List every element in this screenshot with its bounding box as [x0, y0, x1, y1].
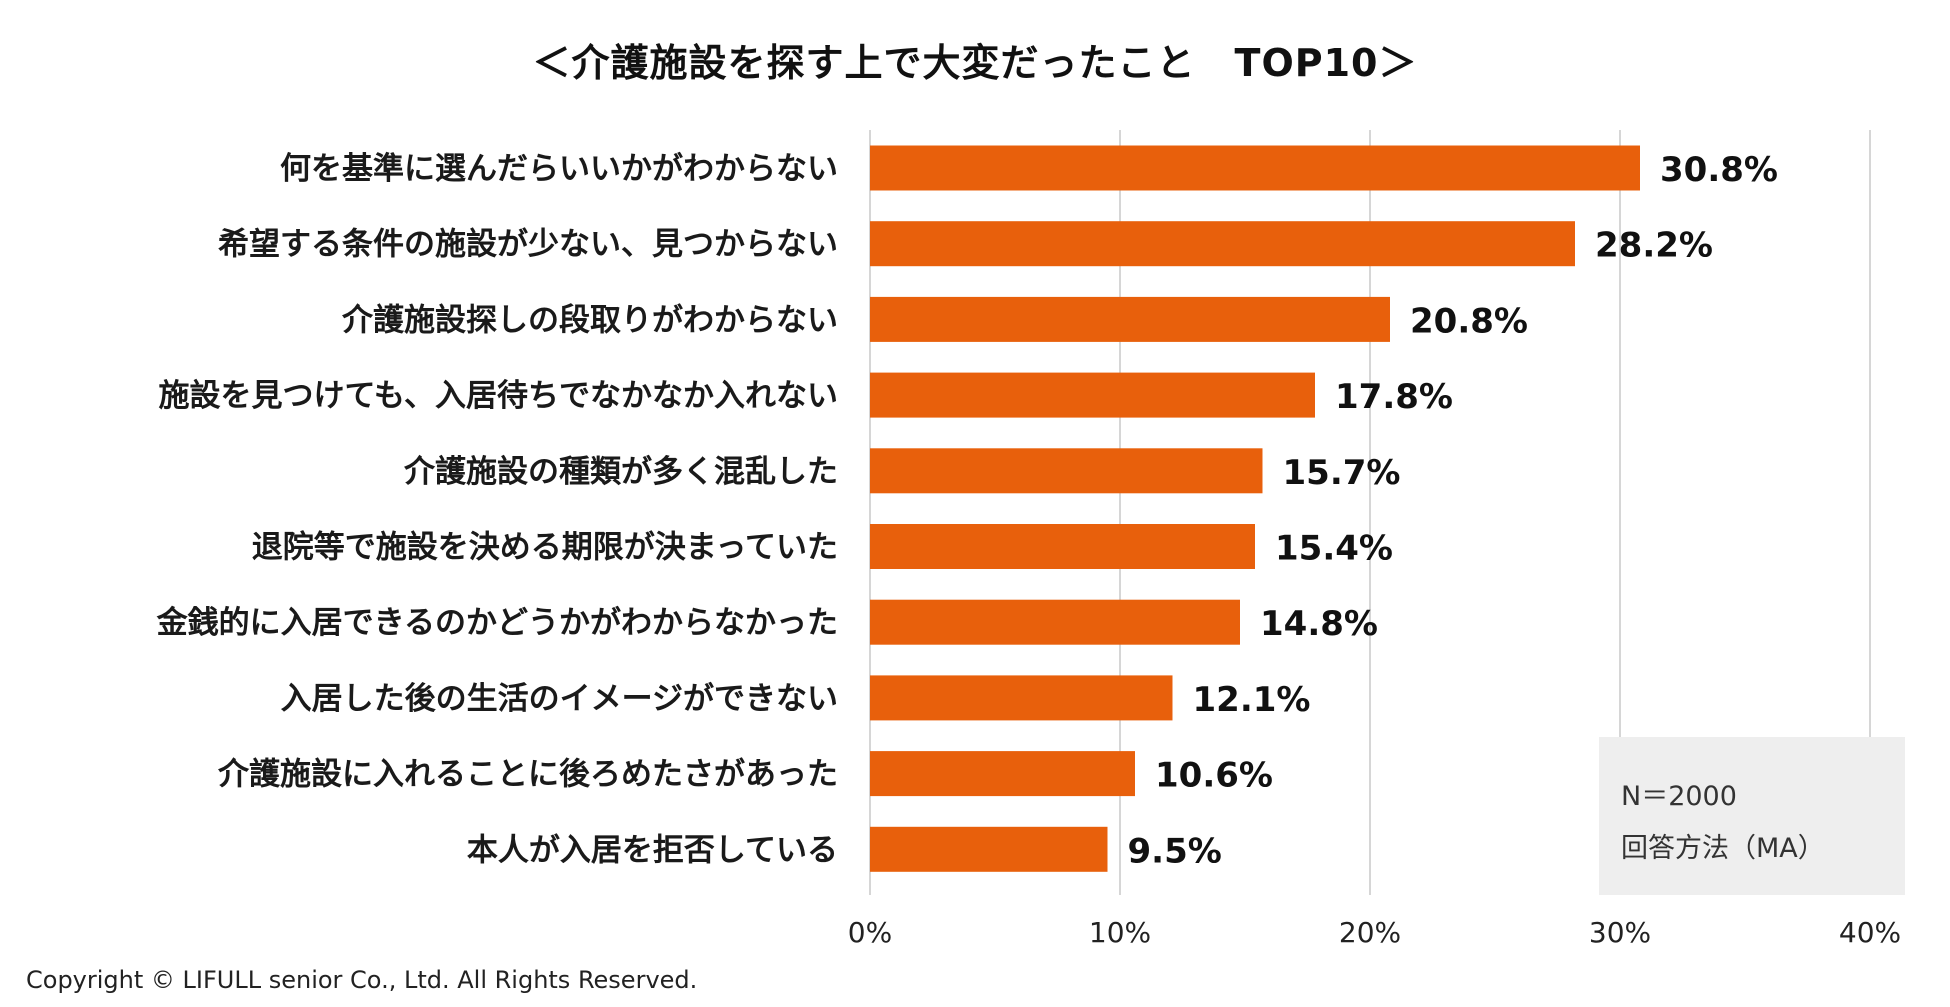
data-label: 9.5% [1128, 831, 1222, 871]
bar [870, 524, 1255, 569]
bar [870, 221, 1575, 267]
data-label: 30.8% [1660, 150, 1778, 190]
data-label: 14.8% [1260, 604, 1378, 644]
labels: 0% 10% 20% 30% 40% 何を基準に選んだらいいかがわからない 30.8% 希望す… [156, 150, 1902, 949]
chart-title: ＜介護施設を探す上で大変だったこと TOP10＞ [532, 41, 1418, 85]
bars [870, 145, 1640, 872]
x-tick-label: 40% [1839, 916, 1901, 949]
data-label: 17.8% [1335, 377, 1453, 417]
category-label: 退院等で施設を決める期限が決まっていた [252, 530, 838, 566]
bar [870, 296, 1390, 342]
category-label: 何を基準に選んだらいいかがわからない [280, 151, 838, 187]
category-label: 希望する条件の施設が少ない、見つからない [218, 227, 838, 263]
data-label: 20.8% [1410, 301, 1528, 341]
category-label: 金銭的に入居できるのかどうかがわからなかった [156, 605, 838, 641]
bar [870, 751, 1135, 797]
bar [870, 145, 1640, 191]
bar [870, 675, 1173, 721]
copyright: Copyright © LIFULL senior Co., Ltd. All … [26, 966, 698, 994]
x-tick-label: 20% [1339, 916, 1401, 949]
category-label: 本人が入居を拒否している [467, 832, 838, 868]
category-label: 介護施設探しの段取りがわからない [341, 302, 838, 338]
category-label: 施設を見つけても、入居待ちでなかなか入れない [158, 378, 838, 414]
answer-method: 回答方法（MA） [1621, 833, 1825, 864]
x-tick-label: 30% [1589, 916, 1651, 949]
data-label: 15.4% [1275, 529, 1393, 569]
data-label: 28.2% [1595, 226, 1713, 266]
data-label: 12.1% [1193, 680, 1311, 720]
x-tick-label: 0% [848, 916, 892, 949]
bar [870, 826, 1108, 872]
x-tick-label: 10% [1089, 916, 1151, 949]
category-label: 介護施設に入れることに後ろめたさがあった [217, 757, 838, 793]
bar [870, 599, 1240, 645]
data-label: 10.6% [1155, 756, 1273, 796]
category-label: 入居した後の生活のイメージができない [281, 681, 838, 717]
data-label: 15.7% [1283, 453, 1401, 493]
sample-note-box: N＝2000 回答方法（MA） [1599, 737, 1905, 895]
category-label: 介護施設の種類が多く混乱した [403, 454, 838, 490]
bar [870, 448, 1263, 494]
sample-size: N＝2000 [1621, 781, 1737, 812]
bar [870, 372, 1315, 418]
